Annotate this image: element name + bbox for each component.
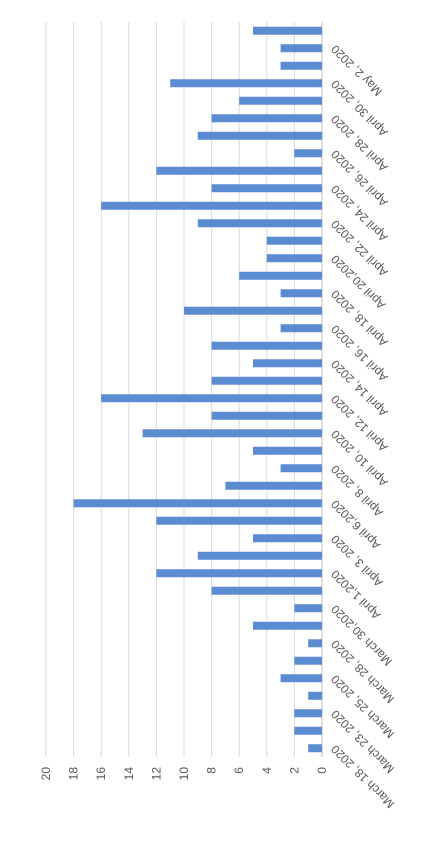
- y-tick-label: 8: [205, 767, 219, 774]
- y-tick-label: 4: [260, 767, 274, 774]
- bar: [294, 604, 322, 613]
- bar: [253, 621, 322, 630]
- y-tick-label: 16: [94, 767, 108, 781]
- bar: [280, 44, 323, 53]
- bar: [170, 79, 322, 88]
- bar: [294, 656, 322, 665]
- bar: [239, 96, 322, 105]
- bar: [308, 744, 323, 753]
- bar: [211, 184, 323, 193]
- bar: [197, 219, 322, 228]
- bar: [211, 376, 323, 385]
- bar: [239, 271, 322, 280]
- bar: [253, 359, 322, 368]
- bar: [294, 709, 322, 718]
- bar: [197, 131, 322, 140]
- y-tick-label: 0: [315, 767, 329, 774]
- y-tick-label: 18: [67, 767, 81, 781]
- y-tick-label: 14: [122, 767, 136, 781]
- bar: [211, 114, 323, 123]
- bar: [253, 446, 322, 455]
- bar: [211, 411, 323, 420]
- bar: [253, 26, 322, 35]
- bar: [156, 569, 322, 578]
- bar: [197, 551, 322, 560]
- bar: [101, 201, 322, 210]
- y-tick-label: 20: [39, 767, 53, 781]
- bar: [266, 236, 322, 245]
- bar: [211, 586, 323, 595]
- bar: [184, 306, 322, 315]
- bar: [280, 674, 323, 683]
- y-tick-label: 12: [149, 767, 163, 781]
- bar: [280, 289, 323, 298]
- bar: [266, 254, 322, 263]
- y-tick-label: 10: [177, 767, 191, 781]
- bar: [294, 149, 322, 158]
- bar: [225, 481, 322, 490]
- bar: [73, 499, 322, 508]
- bar: [156, 516, 322, 525]
- bar: [280, 61, 323, 70]
- bar: [294, 726, 322, 735]
- bar: [142, 429, 322, 438]
- bar: [308, 639, 323, 648]
- bar: [280, 324, 323, 333]
- y-tick-label: 2: [287, 767, 301, 774]
- bar: [211, 341, 323, 350]
- y-tick-label: 6: [232, 767, 246, 774]
- bar: [280, 464, 323, 473]
- bar: [101, 394, 322, 403]
- bar: [156, 166, 322, 175]
- bar: [253, 534, 322, 543]
- bar: [308, 691, 323, 700]
